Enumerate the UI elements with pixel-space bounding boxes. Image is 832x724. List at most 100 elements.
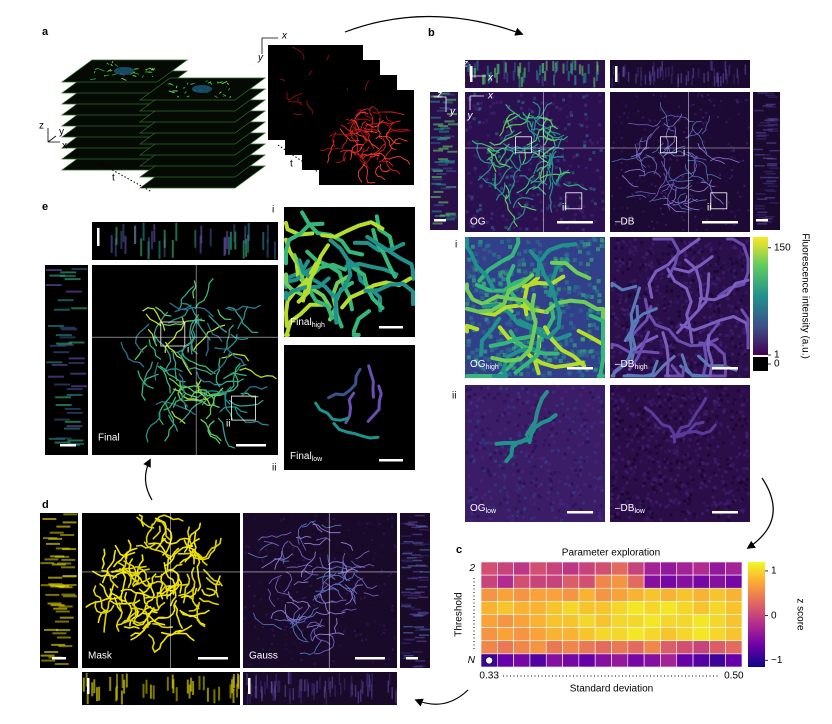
structure	[114, 544, 136, 557]
pixel	[541, 218, 545, 222]
pixel	[702, 462, 706, 466]
pixel	[412, 559, 423, 562]
pixel	[660, 192, 663, 195]
pixel	[531, 449, 535, 453]
pixel	[714, 504, 718, 508]
pixel	[527, 460, 531, 464]
pixel	[440, 187, 451, 190]
pixel	[687, 502, 691, 506]
heatmap-cell	[545, 601, 563, 615]
pixel	[390, 572, 393, 575]
pixel	[465, 128, 469, 132]
structure	[171, 410, 186, 424]
pixel	[522, 72, 525, 83]
pixel	[415, 660, 426, 662]
pixel	[706, 419, 710, 423]
pixel	[625, 325, 629, 329]
pixel	[692, 395, 696, 399]
pixel	[532, 184, 536, 188]
structure	[191, 585, 200, 610]
pixel	[582, 205, 586, 209]
structure	[547, 137, 563, 170]
pixel	[543, 461, 547, 464]
pixel	[732, 435, 736, 439]
pixel	[711, 281, 715, 285]
pixel	[580, 349, 585, 354]
structure	[549, 182, 554, 213]
pixel	[714, 406, 718, 410]
heatmap-cell	[692, 640, 710, 655]
pixel	[669, 158, 672, 161]
pixel	[344, 549, 347, 552]
pixel	[515, 514, 519, 518]
structure	[186, 95, 190, 98]
pixel	[498, 489, 502, 493]
pixel	[690, 357, 694, 361]
pixel	[597, 299, 602, 304]
structure	[145, 410, 161, 443]
pixel	[739, 342, 742, 346]
pixel	[61, 328, 78, 331]
pixel	[366, 623, 369, 626]
pixel	[591, 237, 596, 242]
structure	[504, 438, 529, 464]
structure	[284, 221, 325, 266]
pixel	[402, 594, 413, 596]
pixel	[769, 202, 780, 204]
pixel	[657, 426, 661, 430]
pixel	[687, 496, 691, 500]
image-label-sub: high	[634, 364, 647, 371]
pixel	[727, 490, 731, 494]
structure	[384, 156, 410, 165]
pixel	[735, 468, 739, 472]
pixel	[213, 689, 216, 704]
pixel	[626, 491, 630, 495]
pixel	[650, 265, 654, 269]
pixel	[473, 371, 478, 376]
pixel	[741, 414, 745, 418]
pixel	[401, 603, 411, 606]
pixel	[579, 507, 583, 511]
pixel	[593, 77, 596, 88]
pixel	[468, 121, 472, 125]
pixel	[610, 397, 614, 400]
pixel	[468, 486, 472, 490]
pixel	[523, 424, 527, 428]
pixel	[632, 458, 636, 462]
pixel	[647, 355, 651, 359]
pixel	[444, 161, 455, 164]
pixel	[680, 404, 683, 408]
pixel	[492, 506, 496, 510]
pixel	[406, 557, 417, 559]
pixel	[583, 144, 587, 148]
pixel	[562, 98, 565, 102]
pixel	[705, 504, 709, 508]
pixel	[470, 454, 474, 458]
pixel	[691, 75, 693, 86]
structure	[215, 357, 221, 388]
pixel	[400, 542, 411, 545]
pixel	[252, 551, 255, 554]
pixel	[530, 407, 534, 411]
structure	[379, 163, 391, 173]
pixel	[45, 593, 60, 596]
pixel	[681, 182, 684, 184]
pixel	[738, 364, 742, 368]
pixel	[470, 518, 474, 522]
pixel	[528, 167, 532, 171]
pixel	[487, 386, 490, 390]
pixel	[477, 322, 482, 327]
pixel	[573, 431, 577, 435]
structure	[312, 588, 339, 601]
pixel	[407, 524, 418, 526]
pixel	[527, 411, 531, 415]
pixel	[584, 103, 587, 107]
pixel	[678, 487, 682, 490]
pixel	[272, 553, 275, 556]
structure	[111, 73, 118, 76]
pixel	[672, 346, 676, 349]
pixel	[482, 447, 486, 450]
pixel	[722, 488, 726, 492]
pixel	[544, 289, 549, 294]
pixel	[598, 335, 603, 340]
